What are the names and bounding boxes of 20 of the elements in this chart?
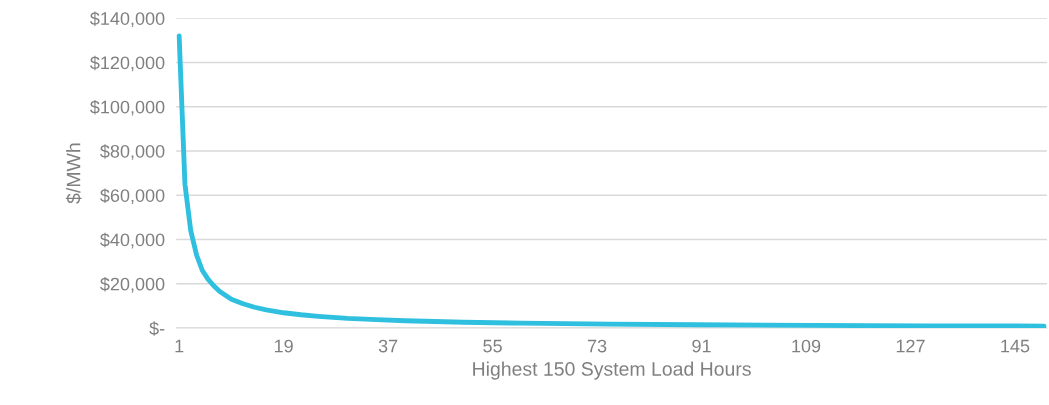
y-tick-label: $60,000 — [100, 188, 165, 205]
x-tick-label: 55 — [483, 339, 502, 353]
x-tick-label: 91 — [692, 339, 711, 353]
y-axis-title: $/MWh — [65, 143, 82, 204]
y-tick-label: $140,000 — [90, 11, 165, 28]
x-tick-label: 37 — [378, 339, 398, 353]
y-tick-label: $- — [149, 321, 165, 336]
x-tick-label: 145 — [1001, 339, 1030, 353]
x-tick-label: 109 — [792, 339, 821, 353]
x-tick-label: 1 — [175, 339, 184, 353]
y-tick-label: $80,000 — [100, 144, 165, 160]
y-tick-label: $40,000 — [100, 232, 165, 249]
y-tick-label: $20,000 — [100, 276, 165, 293]
x-axis-title: Highest 150 System Load Hours — [473, 361, 751, 380]
x-tick-label: 73 — [587, 339, 607, 353]
y-tick-label: $120,000 — [90, 55, 165, 72]
x-tick-label: 127 — [896, 339, 925, 353]
x-tick-label: 19 — [274, 339, 293, 353]
line-series — [176, 33, 1047, 329]
y-tick-label: $100,000 — [90, 99, 165, 116]
